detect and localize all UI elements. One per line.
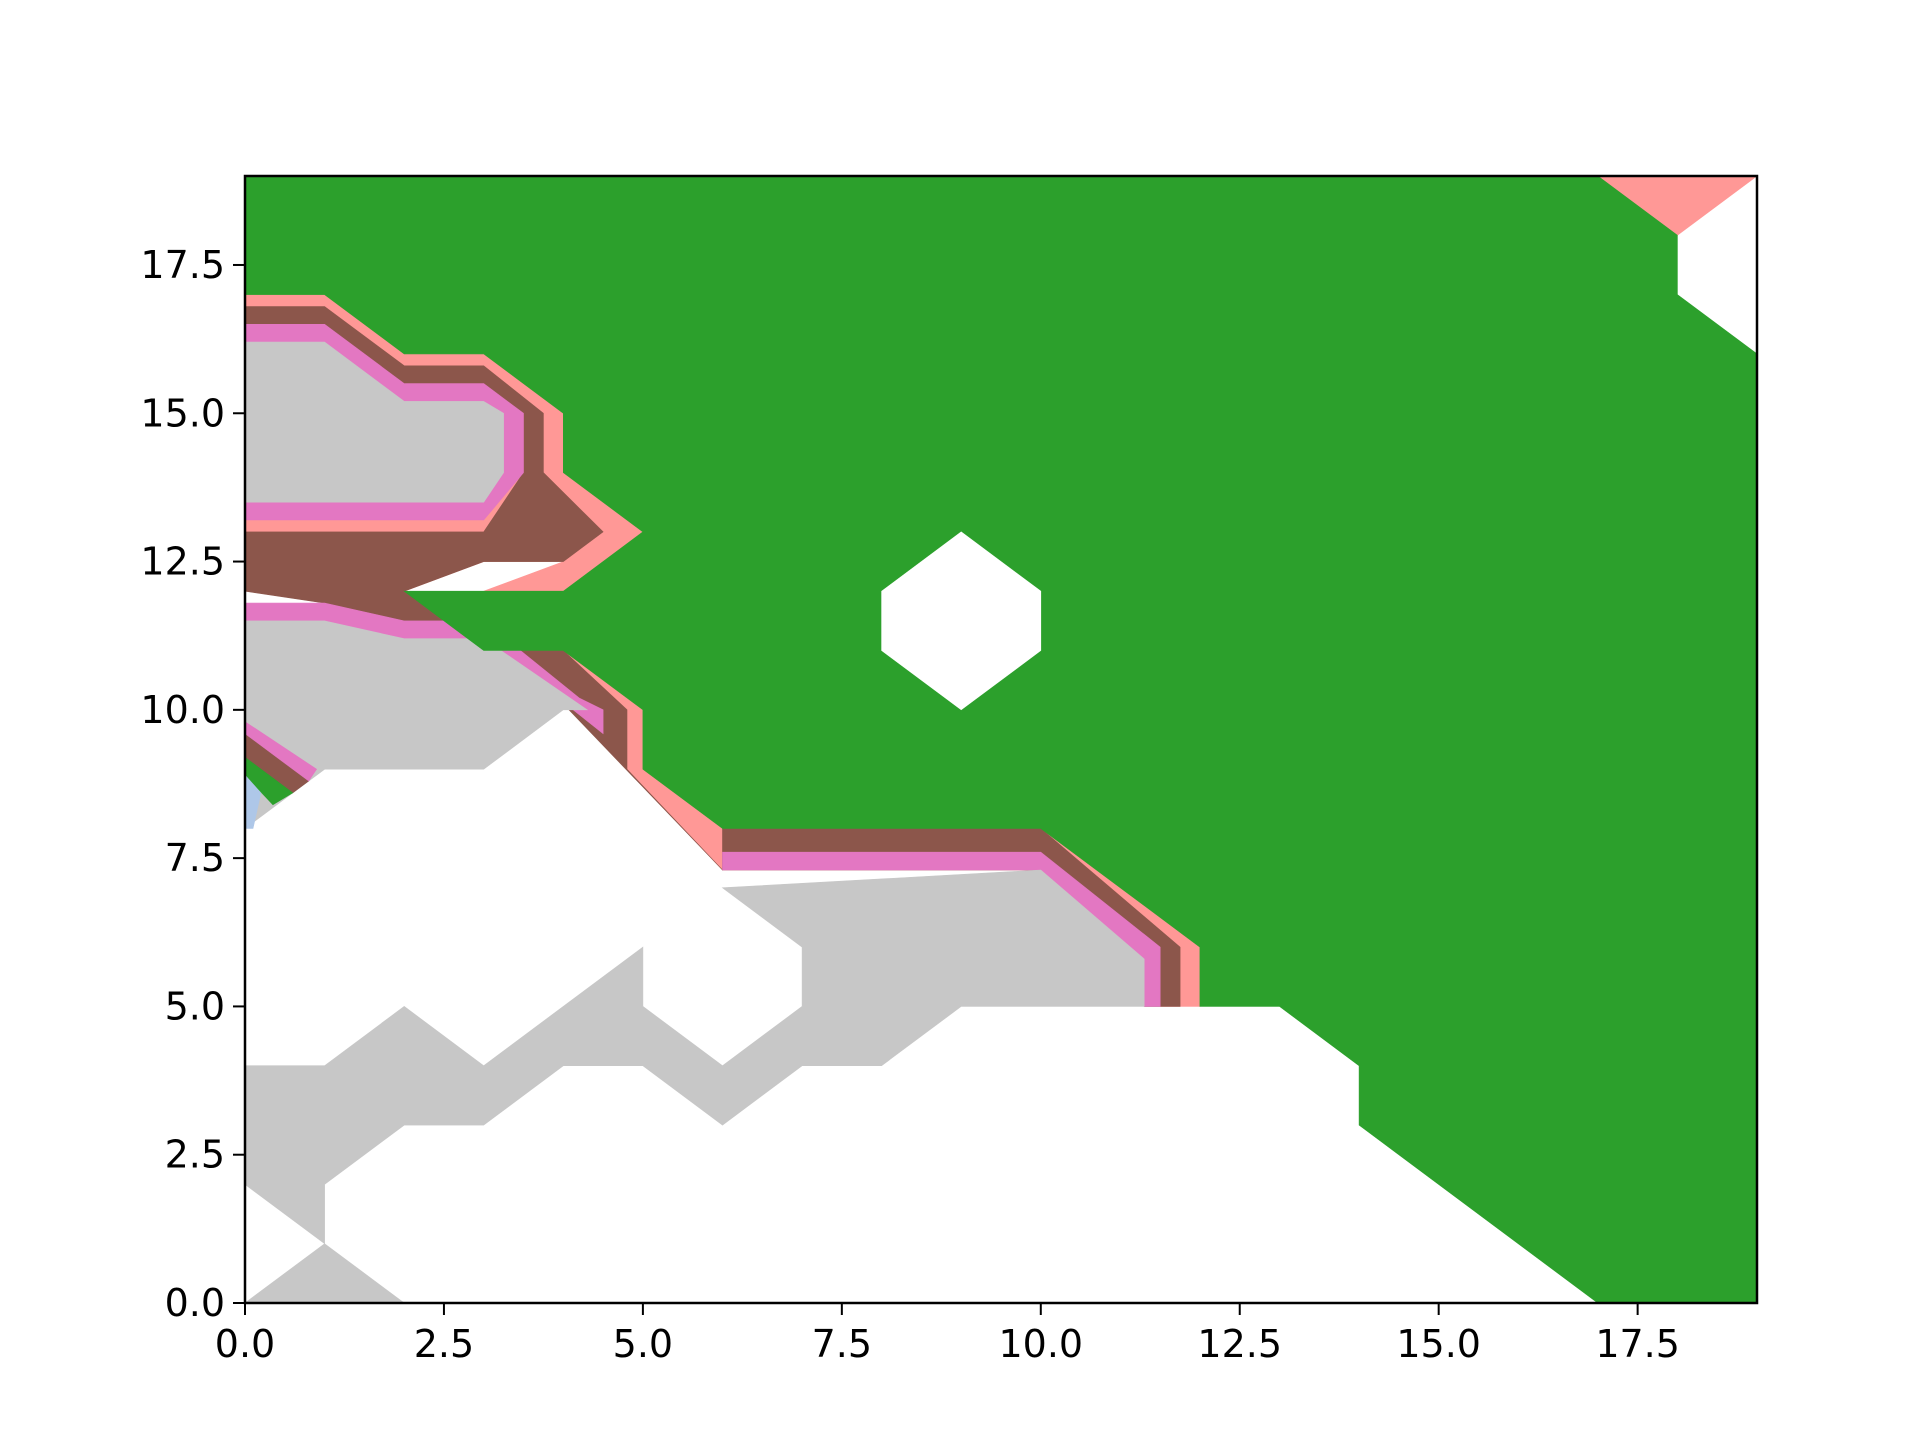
- y-tick-label: 2.5: [165, 1133, 225, 1177]
- x-tick-label: 15.0: [1396, 1322, 1481, 1366]
- y-tick-label: 7.5: [165, 836, 225, 880]
- y-tick-label: 17.5: [140, 243, 225, 287]
- x-axis: 0.0 2.5 5.0 7.5 10.0 12.5 15.0 17.5: [215, 1303, 1680, 1366]
- contour-region-light-blue-level: [245, 774, 262, 829]
- x-tick-label: 12.5: [1197, 1322, 1282, 1366]
- y-tick-label: 5.0: [165, 984, 225, 1028]
- plot-frame: [243, 174, 1759, 1305]
- contour-region-pink-level: [245, 721, 318, 782]
- contour-region-unfilled: [881, 531, 1042, 711]
- x-tick-label: 0.0: [215, 1322, 275, 1366]
- y-tick-label: 12.5: [140, 540, 225, 584]
- x-tick-label: 7.5: [812, 1322, 872, 1366]
- contour-region-gray-level: [245, 341, 504, 503]
- x-tick-label: 17.5: [1595, 1322, 1680, 1366]
- contour-region-green-level: [245, 176, 1757, 1303]
- x-tick-label: 5.0: [613, 1322, 673, 1366]
- x-tick-label: 2.5: [414, 1322, 474, 1366]
- x-tick-label: 10.0: [998, 1322, 1083, 1366]
- contour-region-green-level: [245, 756, 294, 806]
- contour-regions: [245, 176, 1757, 1303]
- y-axis: 0.0 2.5 5.0 7.5 10.0 12.5 15.0 17.5: [140, 243, 245, 1325]
- y-tick-label: 15.0: [140, 391, 225, 435]
- y-tick-label: 0.0: [165, 1281, 225, 1325]
- contour-region-gray-level: [245, 620, 1145, 1245]
- y-tick-label: 10.0: [140, 688, 225, 732]
- contour-region-gray-level: [245, 1243, 405, 1303]
